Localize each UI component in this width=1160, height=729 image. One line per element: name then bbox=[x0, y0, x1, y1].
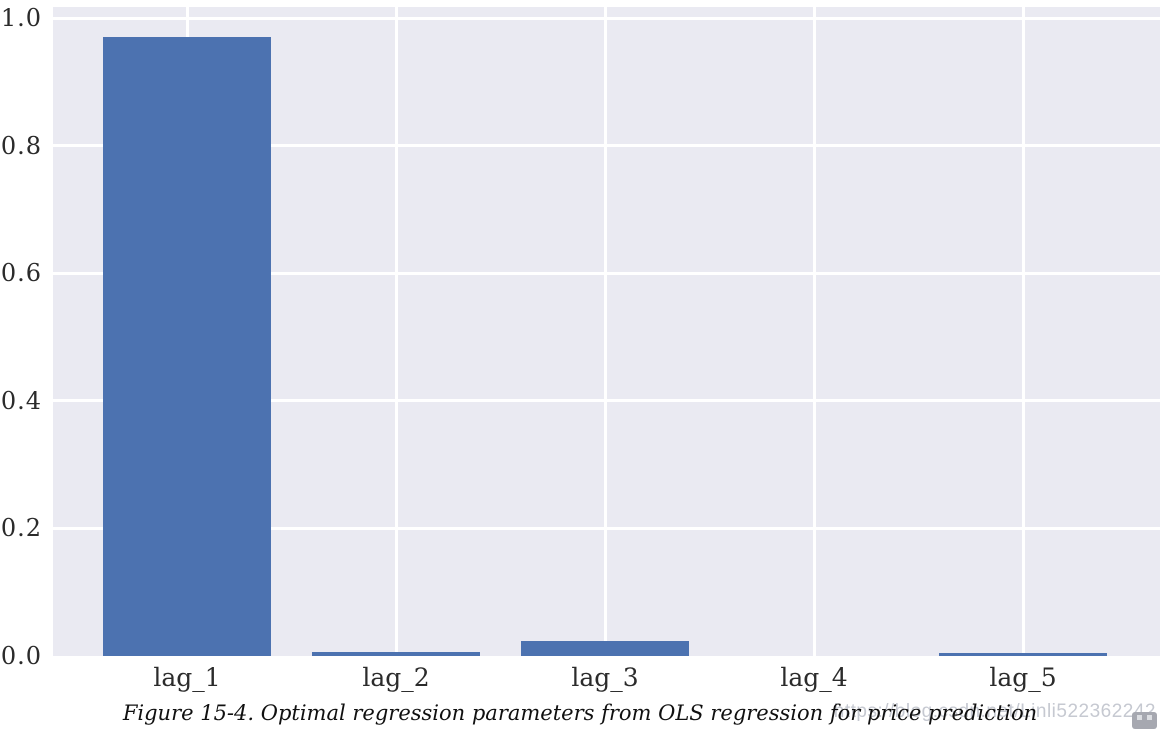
bar-lag_3 bbox=[521, 641, 689, 656]
xtick-lag_1: lag_1 bbox=[153, 663, 221, 692]
bar-lag_2 bbox=[312, 652, 480, 656]
ytick-0.0: 0.0 bbox=[0, 642, 42, 670]
bar-lag_1 bbox=[103, 37, 271, 656]
gridline-h-1.0 bbox=[53, 16, 1160, 20]
image-watermark-icon bbox=[1132, 712, 1157, 729]
gridline-v-lag_2 bbox=[394, 7, 398, 656]
ytick-0.8: 0.8 bbox=[0, 131, 42, 160]
bar-lag_5 bbox=[939, 653, 1107, 656]
xtick-lag_3: lag_3 bbox=[571, 663, 639, 692]
ytick-1.0: 1.0 bbox=[0, 4, 42, 32]
ytick-0.4: 0.4 bbox=[0, 386, 42, 415]
gridline-v-lag_3 bbox=[603, 7, 607, 656]
xtick-lag_2: lag_2 bbox=[362, 663, 430, 692]
xtick-lag_4: lag_4 bbox=[780, 663, 848, 692]
ytick-0.2: 0.2 bbox=[0, 514, 42, 543]
plot-area bbox=[53, 7, 1160, 656]
ytick-0.6: 0.6 bbox=[0, 259, 42, 288]
watermark-icon-detail bbox=[1137, 715, 1142, 720]
watermark-icon-detail bbox=[1147, 715, 1152, 720]
gridline-v-lag_4 bbox=[812, 7, 816, 656]
gridline-h-0.8 bbox=[53, 144, 1160, 148]
gridline-h-0.6 bbox=[53, 271, 1160, 275]
xtick-lag_5: lag_5 bbox=[989, 663, 1057, 692]
figure-caption: Figure 15-4. Optimal regression paramete… bbox=[122, 701, 1038, 725]
gridline-v-lag_5 bbox=[1021, 7, 1025, 656]
watermark-url-text: https://blog.csdn.net/Linli522362242 bbox=[833, 701, 1156, 722]
gridline-h-0.2 bbox=[53, 526, 1160, 530]
gridline-h-0.4 bbox=[53, 399, 1160, 403]
